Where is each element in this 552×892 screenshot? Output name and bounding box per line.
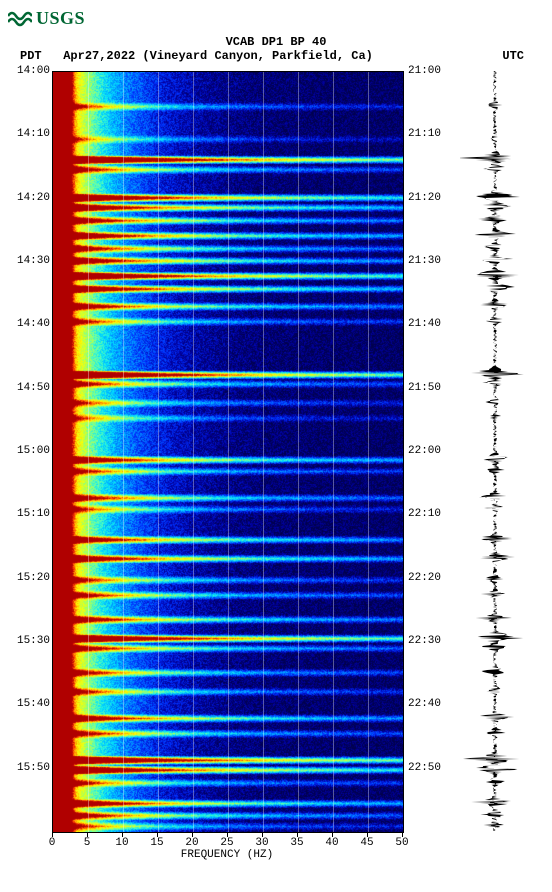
right-time-axis: 21:0021:1021:2021:3021:4021:5022:0022:10… — [404, 71, 450, 831]
left-tick: 14:30 — [17, 255, 50, 267]
right-tick: 22:10 — [408, 508, 441, 520]
right-tick: 21:10 — [408, 128, 441, 140]
x-tick: 0 — [49, 837, 56, 849]
seismogram-trace — [460, 71, 530, 831]
left-tick: 14:40 — [17, 318, 50, 330]
left-tick: 15:30 — [17, 635, 50, 647]
left-tick: 14:20 — [17, 192, 50, 204]
chart-subtitle: PDT Apr27,2022 (Vineyard Canyon, Parkfie… — [8, 49, 544, 63]
right-tick: 21:30 — [408, 255, 441, 267]
left-tick: 15:00 — [17, 445, 50, 457]
date-location: Apr27,2022 (Vineyard Canyon, Parkfield, … — [63, 49, 373, 63]
right-tick: 22:00 — [408, 445, 441, 457]
usgs-logo-text: USGS — [36, 8, 85, 29]
seismogram-path — [460, 71, 524, 831]
plot-area: 14:0014:1014:2014:3014:4014:5015:0015:10… — [8, 71, 544, 833]
x-tick: 5 — [84, 837, 91, 849]
tz-left-label: PDT Apr27,2022 (Vineyard Canyon, Parkfie… — [20, 49, 373, 63]
left-tick: 15:10 — [17, 508, 50, 520]
tz-left: PDT — [20, 49, 42, 63]
spectrogram — [52, 71, 404, 833]
right-tick: 22:40 — [408, 698, 441, 710]
left-tick: 14:50 — [17, 382, 50, 394]
frequency-axis-label: FREQUENCY (HZ) — [52, 849, 402, 861]
right-tick: 22:20 — [408, 572, 441, 584]
x-tick: 40 — [325, 837, 338, 849]
left-tick: 15:50 — [17, 762, 50, 774]
chart-title: VCAB DP1 BP 40 — [8, 35, 544, 49]
x-tick: 35 — [290, 837, 303, 849]
usgs-logo: USGS — [8, 8, 544, 29]
x-tick: 25 — [220, 837, 233, 849]
x-tick: 50 — [395, 837, 408, 849]
usgs-wave-icon — [8, 10, 32, 28]
x-tick: 45 — [360, 837, 373, 849]
x-tick: 10 — [115, 837, 128, 849]
x-tick: 30 — [255, 837, 268, 849]
left-tick: 14:10 — [17, 128, 50, 140]
right-tick: 21:00 — [408, 65, 441, 77]
tz-right: UTC — [502, 49, 524, 63]
right-tick: 21:50 — [408, 382, 441, 394]
left-tick: 15:40 — [17, 698, 50, 710]
left-time-axis: 14:0014:1014:2014:3014:4014:5015:0015:10… — [8, 71, 52, 831]
spectrogram-canvas — [53, 72, 403, 832]
left-tick: 14:00 — [17, 65, 50, 77]
right-tick: 22:30 — [408, 635, 441, 647]
left-tick: 15:20 — [17, 572, 50, 584]
right-tick: 22:50 — [408, 762, 441, 774]
x-tick: 20 — [185, 837, 198, 849]
right-tick: 21:40 — [408, 318, 441, 330]
x-tick: 15 — [150, 837, 163, 849]
right-tick: 21:20 — [408, 192, 441, 204]
frequency-axis: FREQUENCY (HZ) 05101520253035404550 — [52, 833, 402, 863]
